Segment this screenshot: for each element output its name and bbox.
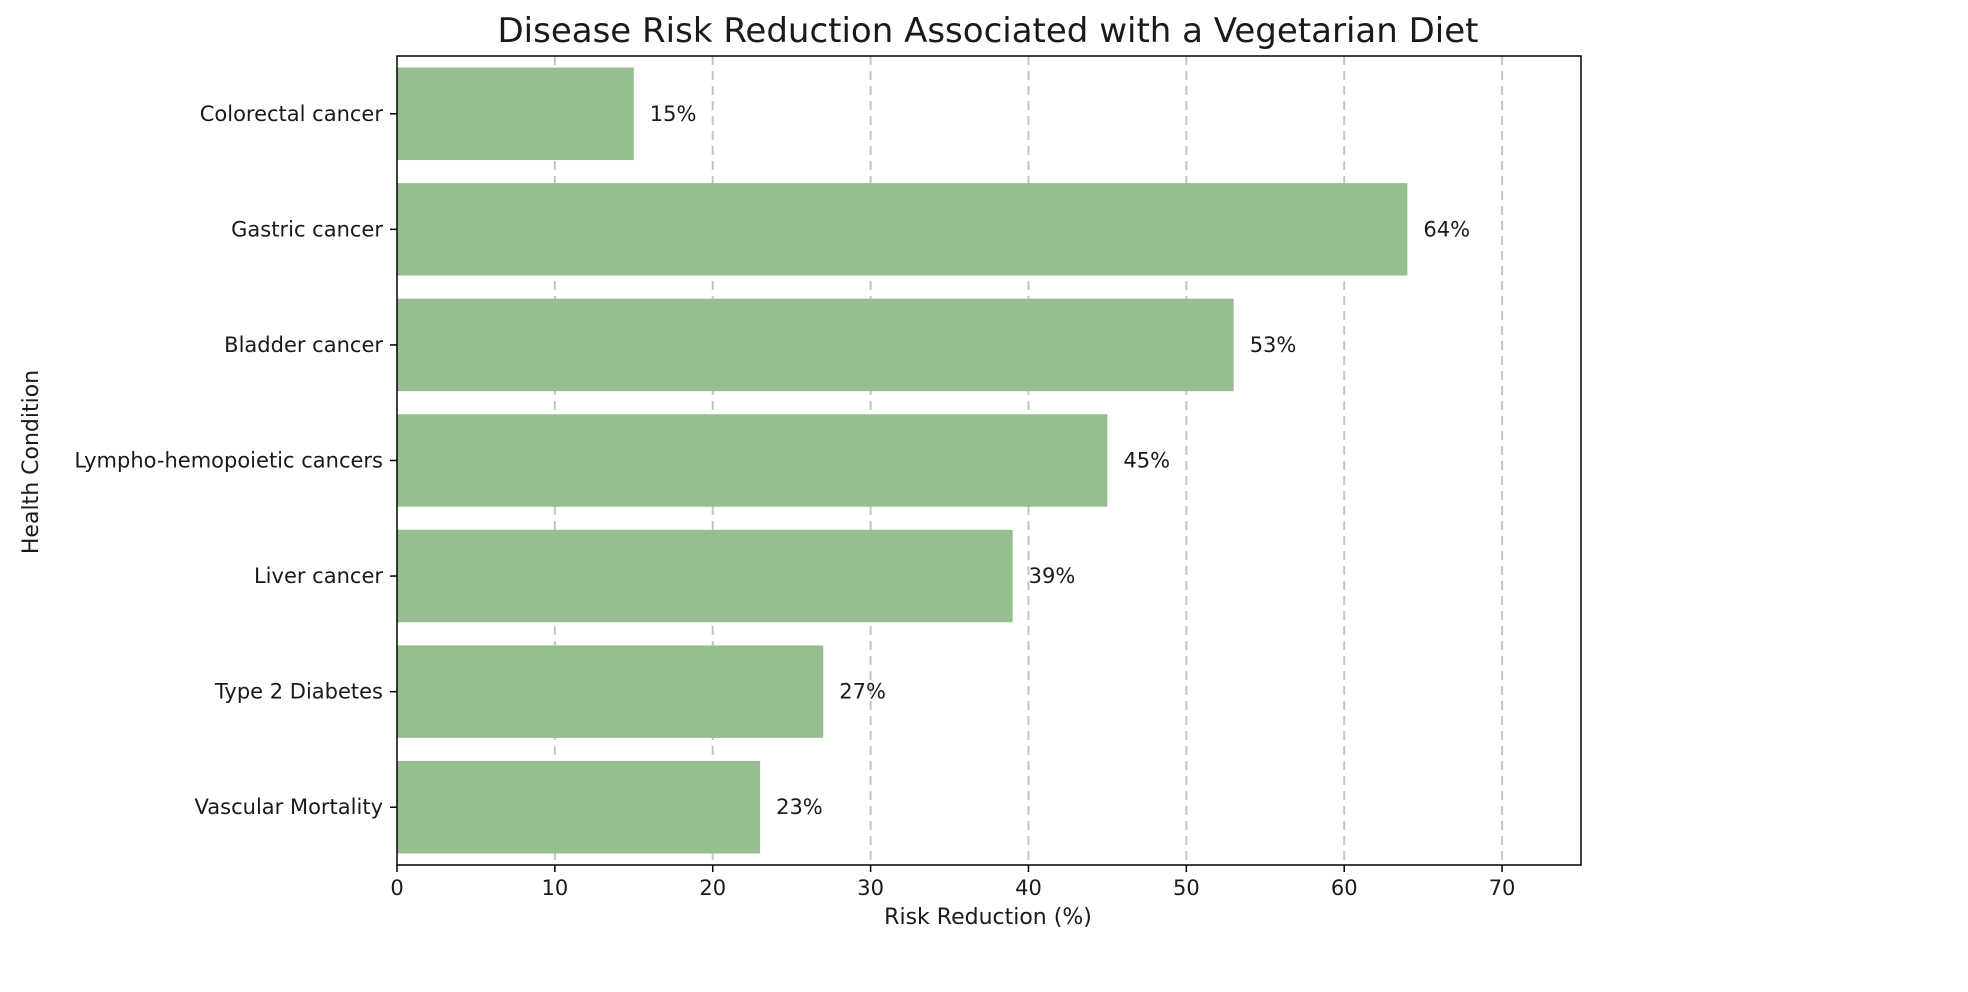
x-tick-label: 60 (1331, 876, 1358, 900)
bar (397, 298, 1234, 392)
x-axis-ticks: 0 10 20 30 40 50 60 70 (390, 865, 1515, 900)
y-axis-ticks: Colorectal cancer Gastric cancer Bladder c… (74, 102, 397, 819)
x-axis-label: Risk Reduction (%) (884, 905, 1092, 930)
y-axis-label: Health Condition (19, 370, 44, 554)
y-tick-label: Colorectal cancer (200, 102, 384, 126)
x-tick-label: 0 (390, 876, 403, 900)
y-tick-label: Type 2 Diabetes (214, 680, 383, 704)
bar-value-label: 27% (839, 680, 886, 704)
bar-value-label: 15% (650, 102, 697, 126)
bar-value-label: 64% (1423, 217, 1470, 241)
x-tick-label: 30 (857, 876, 884, 900)
y-tick-label: Liver cancer (254, 564, 383, 588)
bar (397, 529, 1013, 623)
bar (397, 760, 761, 854)
x-tick-label: 40 (1015, 876, 1042, 900)
y-tick-label: Lympho-hemopoietic cancers (74, 449, 383, 473)
y-tick-label: Vascular Mortality (195, 795, 383, 819)
y-tick-label: Bladder cancer (224, 333, 383, 357)
data-labels: 15% 64% 53% 45% 39% 27% 23% (650, 102, 1470, 819)
bar-value-label: 53% (1250, 333, 1297, 357)
bar (397, 414, 1108, 507)
bar (397, 645, 824, 738)
x-tick-label: 20 (699, 876, 726, 900)
bar-value-label: 23% (776, 795, 823, 819)
bar-value-label: 45% (1123, 449, 1170, 473)
bars (397, 67, 1408, 854)
chart-title: Disease Risk Reduction Associated with a… (498, 11, 1479, 51)
bar (397, 67, 634, 161)
bar-value-label: 39% (1029, 564, 1076, 588)
bar (397, 183, 1408, 276)
x-tick-label: 50 (1173, 876, 1200, 900)
y-tick-label: Gastric cancer (231, 217, 383, 241)
x-tick-label: 10 (541, 876, 568, 900)
x-tick-label: 70 (1489, 876, 1516, 900)
